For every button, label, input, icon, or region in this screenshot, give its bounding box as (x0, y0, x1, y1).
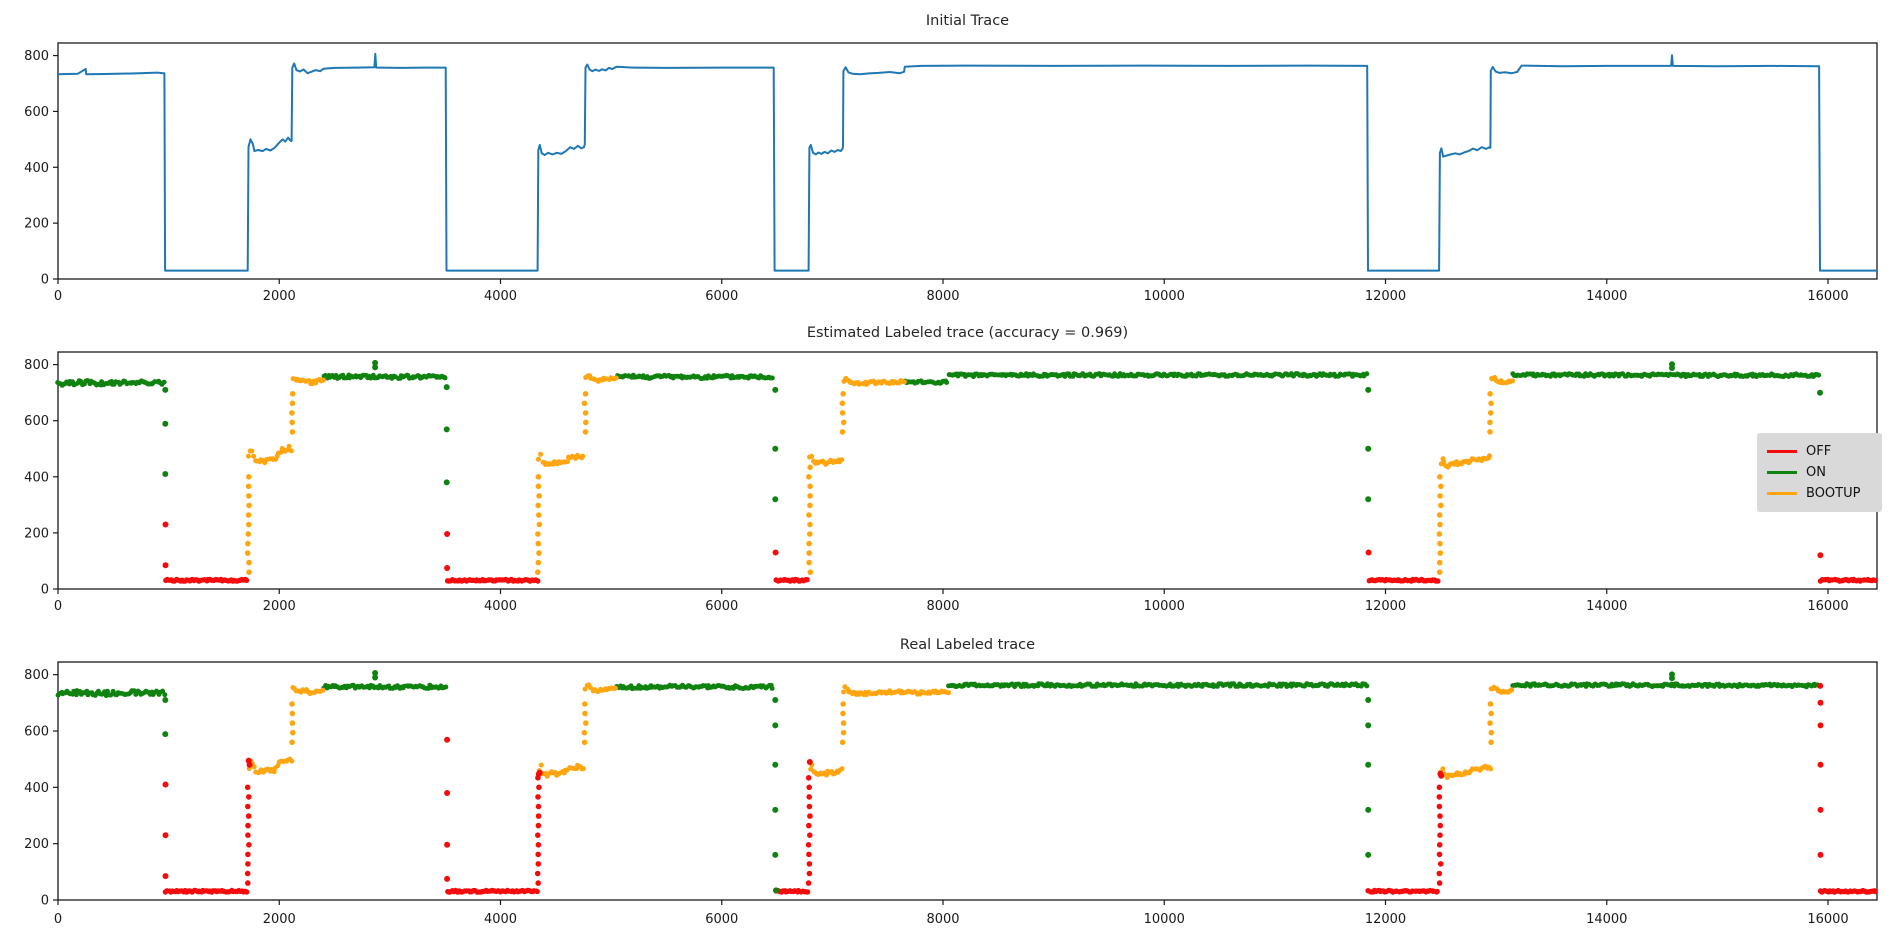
legend-entry-on: ON (1767, 462, 1876, 483)
chart-title-estimated-labeled-trace: Estimated Labeled trace (accuracy = 0.96… (806, 325, 1129, 341)
svg-text:8000: 8000 (926, 599, 959, 614)
svg-text:0: 0 (54, 599, 62, 614)
svg-text:600: 600 (24, 725, 49, 740)
svg-text:14000: 14000 (1586, 912, 1627, 927)
svg-text:4000: 4000 (484, 912, 517, 927)
svg-text:10000: 10000 (1144, 912, 1185, 927)
real-labeled-trace-plot: 0 2000 4000 6000 8000 10000 12000 14000 16000 0 20… (24, 661, 1878, 927)
svg-text:0: 0 (41, 583, 49, 598)
svg-text:0: 0 (54, 912, 62, 927)
initial-trace-plot: 0 2000 4000 6000 8000 10000 12000 14000 16000 0 20… (24, 42, 1878, 304)
svg-text:16000: 16000 (1807, 289, 1848, 304)
svg-text:800: 800 (24, 49, 49, 64)
legend-entry-bootup: BOOTUP (1767, 483, 1876, 504)
svg-text:8000: 8000 (926, 289, 959, 304)
svg-text:600: 600 (24, 414, 49, 429)
svg-text:16000: 16000 (1807, 912, 1848, 927)
svg-text:10000: 10000 (1144, 289, 1185, 304)
svg-text:600: 600 (24, 105, 49, 120)
legend-line-bootup-icon (1767, 492, 1797, 495)
svg-text:800: 800 (24, 358, 49, 373)
estimated-labeled-trace-panel: Estimated Labeled trace (accuracy = 0.96… (0, 312, 1891, 624)
svg-text:6000: 6000 (705, 599, 738, 614)
chart-title-real-labeled-trace: Real Labeled trace (899, 637, 1036, 653)
svg-text:0: 0 (54, 289, 62, 304)
svg-text:6000: 6000 (705, 912, 738, 927)
svg-text:2000: 2000 (263, 289, 296, 304)
svg-text:8000: 8000 (926, 912, 959, 927)
legend-label-off: OFF (1806, 444, 1832, 459)
initial-trace-panel: Initial Trace 0 2000 4000 6000 8000 10000 1200… (0, 0, 1891, 312)
svg-text:14000: 14000 (1586, 289, 1627, 304)
svg-text:200: 200 (24, 217, 49, 232)
legend-entry-off: OFF (1767, 441, 1876, 462)
svg-text:2000: 2000 (263, 912, 296, 927)
svg-text:2000: 2000 (263, 599, 296, 614)
real-labeled-trace-panel: Real Labeled trace 0 2000 4000 6000 8000 1000… (0, 624, 1891, 944)
svg-text:4000: 4000 (484, 289, 517, 304)
svg-text:0: 0 (41, 273, 49, 288)
legend: OFF ON BOOTUP (1757, 433, 1882, 512)
chart-title-initial-trace: Initial Trace (925, 13, 1010, 29)
svg-text:6000: 6000 (705, 289, 738, 304)
svg-text:200: 200 (24, 837, 49, 852)
estimated-labeled-trace-plot: 0 2000 4000 6000 8000 10000 12000 14000 16000 0 20… (24, 351, 1879, 614)
svg-text:400: 400 (24, 781, 49, 796)
svg-text:16000: 16000 (1807, 599, 1848, 614)
legend-label-bootup: BOOTUP (1806, 486, 1861, 501)
svg-text:800: 800 (24, 668, 49, 683)
svg-text:0: 0 (41, 894, 49, 909)
svg-text:12000: 12000 (1365, 912, 1406, 927)
svg-text:10000: 10000 (1144, 599, 1185, 614)
svg-text:12000: 12000 (1365, 289, 1406, 304)
svg-text:14000: 14000 (1586, 599, 1627, 614)
legend-line-on-icon (1767, 471, 1797, 474)
legend-line-off-icon (1767, 450, 1797, 453)
svg-text:400: 400 (24, 470, 49, 485)
legend-label-on: ON (1806, 465, 1826, 480)
svg-text:400: 400 (24, 161, 49, 176)
svg-text:200: 200 (24, 526, 49, 541)
svg-text:12000: 12000 (1365, 599, 1406, 614)
svg-text:4000: 4000 (484, 599, 517, 614)
